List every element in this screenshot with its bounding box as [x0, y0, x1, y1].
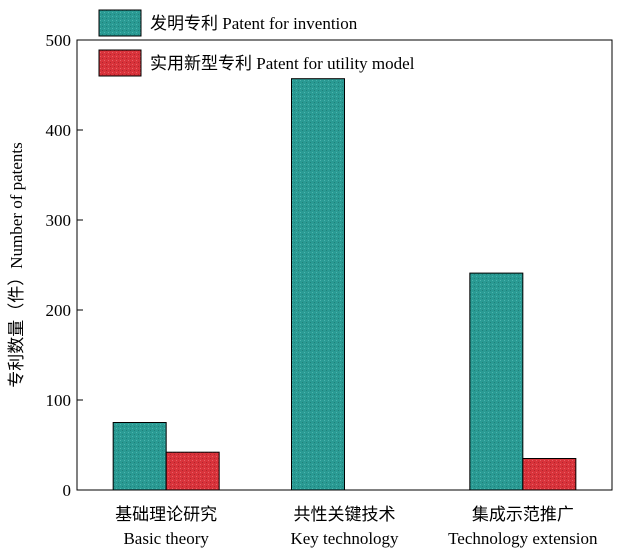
- category-label-zh: 基础理论研究: [115, 505, 217, 524]
- bar-invention-0: [112, 422, 167, 491]
- category-label-en: Key technology: [290, 529, 399, 548]
- legend-label-invention: 发明专利 Patent for invention: [150, 14, 358, 33]
- y-tick-label: 100: [46, 391, 72, 410]
- bar-utility-model-2: [522, 458, 577, 491]
- category-label-en: Basic theory: [123, 529, 209, 548]
- bars: [112, 78, 577, 491]
- category-label-zh: 共性关键技术: [294, 505, 396, 524]
- plot-frame: [76, 39, 613, 491]
- category-label-en: Technology extension: [448, 529, 598, 548]
- bar-utility-model-0: [165, 451, 220, 491]
- y-tick-label: 300: [46, 211, 72, 230]
- category-label-zh: 集成示范推广: [472, 505, 574, 524]
- y-tick-label: 400: [46, 121, 72, 140]
- bar-invention-1: [291, 78, 345, 491]
- y-tick-label: 200: [46, 301, 72, 320]
- y-tick-label: 500: [46, 31, 72, 50]
- legend: 发明专利 Patent for invention 实用新型专利 Patent f…: [98, 9, 415, 77]
- y-axis-label: 专利数量（件）Number of patents: [7, 142, 26, 388]
- legend-swatch-utility-model: [98, 49, 142, 77]
- legend-swatch-invention: [98, 9, 142, 37]
- bar-invention-2: [469, 272, 524, 491]
- y-tick-label: 0: [63, 481, 72, 500]
- legend-label-utility-model: 实用新型专利 Patent for utility model: [150, 54, 415, 73]
- category-labels: 基础理论研究 Basic theory 共性关键技术 Key technology 集成…: [115, 505, 598, 548]
